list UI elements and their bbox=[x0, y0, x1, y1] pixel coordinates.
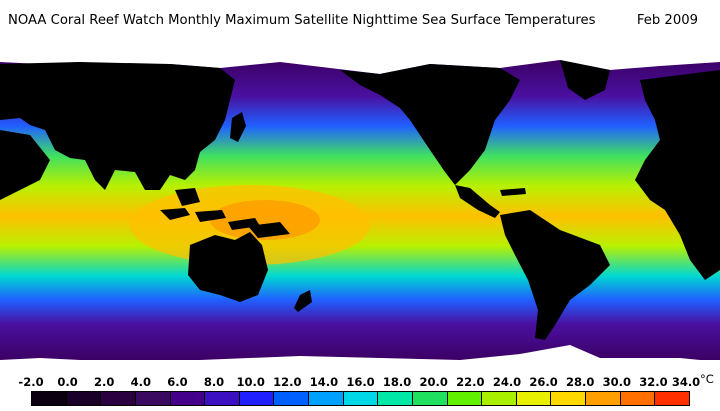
tick-label: 10.0 bbox=[236, 375, 265, 389]
color-swatch bbox=[447, 392, 483, 405]
tick-label: 8.0 bbox=[203, 375, 225, 389]
color-swatch bbox=[309, 392, 344, 405]
color-swatch bbox=[343, 392, 379, 405]
color-swatch bbox=[516, 392, 552, 405]
tick-label: 18.0 bbox=[382, 375, 412, 389]
tick-label: 14.0 bbox=[309, 375, 339, 389]
temperature-scale: -2.0 0.0 2.0 4.0 6.0 8.0 10.0 12.0 14.0 … bbox=[0, 372, 720, 411]
land-greenland bbox=[560, 60, 610, 100]
color-swatch bbox=[412, 392, 448, 405]
tick-label: 24.0 bbox=[492, 375, 522, 389]
land-africa-east bbox=[0, 130, 50, 200]
land-asia bbox=[0, 62, 235, 190]
tick-label: -2.0 bbox=[18, 375, 44, 389]
land-masses bbox=[0, 60, 720, 340]
sst-map bbox=[0, 40, 720, 370]
color-bar bbox=[31, 391, 690, 406]
land-indonesia bbox=[160, 208, 260, 230]
color-swatch bbox=[66, 392, 102, 405]
land-europe-africa bbox=[635, 70, 720, 280]
land-north-america bbox=[340, 64, 520, 185]
tick-label: 6.0 bbox=[167, 375, 188, 389]
land-south-america bbox=[500, 210, 610, 340]
color-swatch bbox=[586, 392, 621, 405]
color-swatch bbox=[239, 392, 275, 405]
antarctic-ice bbox=[0, 345, 720, 370]
map-date: Feb 2009 bbox=[636, 12, 698, 28]
arctic-ice bbox=[0, 40, 720, 74]
tick-label: 30.0 bbox=[602, 375, 631, 389]
land-borneo bbox=[175, 188, 200, 206]
color-swatch bbox=[205, 392, 240, 405]
color-swatch bbox=[274, 392, 309, 405]
color-swatch bbox=[135, 392, 171, 405]
tick-label: 34.0 bbox=[671, 375, 701, 389]
land-australia bbox=[188, 232, 268, 302]
land-new-guinea bbox=[248, 222, 290, 238]
unit-label: °C bbox=[700, 372, 714, 386]
color-swatch bbox=[620, 392, 656, 405]
color-swatch bbox=[655, 392, 689, 405]
color-swatch bbox=[101, 392, 136, 405]
color-swatch bbox=[482, 392, 517, 405]
color-swatch bbox=[170, 392, 206, 405]
land-new-zealand bbox=[294, 290, 312, 312]
land-uk bbox=[660, 106, 672, 124]
map-title: NOAA Coral Reef Watch Monthly Maximum Sa… bbox=[8, 12, 596, 28]
tick-label: 32.0 bbox=[639, 375, 668, 389]
color-swatch bbox=[551, 392, 586, 405]
tick-label: 20.0 bbox=[419, 375, 448, 389]
color-swatch bbox=[378, 392, 413, 405]
color-swatch bbox=[32, 392, 67, 405]
tick-label: 4.0 bbox=[130, 375, 151, 389]
tick-label: 28.0 bbox=[566, 375, 595, 389]
warm-pool-core bbox=[210, 200, 320, 240]
title-bar: NOAA Coral Reef Watch Monthly Maximum Sa… bbox=[0, 0, 720, 40]
tick-label: 16.0 bbox=[346, 375, 375, 389]
tick-label: 12.0 bbox=[273, 375, 302, 389]
tick-label: 0.0 bbox=[57, 375, 78, 389]
land-central-america bbox=[455, 185, 500, 218]
land-caribbean bbox=[500, 188, 526, 196]
tick-label: 26.0 bbox=[529, 375, 558, 389]
tick-row: -2.0 0.0 2.0 4.0 6.0 8.0 10.0 12.0 14.0 … bbox=[0, 372, 720, 392]
tick-label: 22.0 bbox=[456, 375, 485, 389]
land-japan bbox=[230, 112, 246, 142]
tick-label: 2.0 bbox=[94, 375, 115, 389]
